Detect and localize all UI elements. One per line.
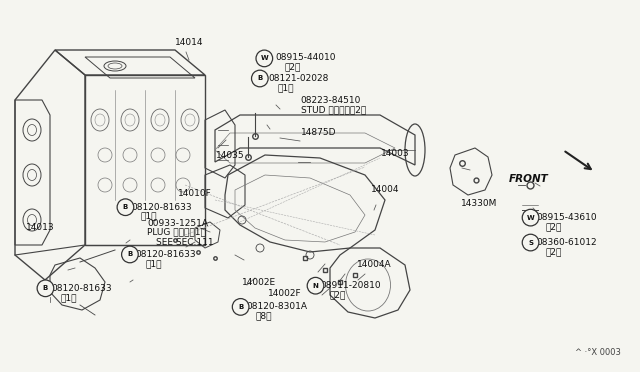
Text: 14013: 14013: [26, 223, 54, 232]
Text: 14330M: 14330M: [461, 199, 497, 208]
Text: 14875D: 14875D: [301, 128, 336, 137]
Text: 08120-81633: 08120-81633: [51, 284, 112, 293]
Text: 08121-02028: 08121-02028: [269, 74, 329, 83]
Text: 08120-8301A: 08120-8301A: [246, 302, 307, 311]
Text: W: W: [260, 55, 268, 61]
Text: B: B: [123, 204, 128, 210]
Text: STUD スタッド（2）: STUD スタッド（2）: [301, 105, 366, 114]
Text: S: S: [528, 240, 533, 246]
Text: 14010F: 14010F: [178, 189, 212, 198]
Text: 14003: 14003: [381, 149, 410, 158]
Text: SEE SEC.111: SEE SEC.111: [156, 238, 213, 247]
Text: （1）: （1）: [61, 293, 77, 302]
Text: W: W: [527, 215, 534, 221]
Text: 08360-61012: 08360-61012: [536, 238, 597, 247]
Text: 08911-20810: 08911-20810: [320, 281, 381, 290]
Text: 14004: 14004: [371, 185, 400, 194]
Ellipse shape: [37, 280, 54, 296]
Text: B: B: [257, 76, 262, 81]
Text: B: B: [43, 285, 48, 291]
Text: 14014: 14014: [175, 38, 203, 47]
Text: 14002F: 14002F: [268, 289, 301, 298]
Ellipse shape: [122, 246, 138, 263]
Ellipse shape: [522, 209, 539, 226]
Text: 08223-84510: 08223-84510: [301, 96, 361, 105]
Text: 08120-81633: 08120-81633: [136, 250, 196, 259]
Ellipse shape: [256, 50, 273, 67]
Ellipse shape: [307, 278, 324, 294]
Text: （1）: （1）: [145, 260, 162, 269]
Text: （2）: （2）: [285, 62, 301, 71]
Text: 14035: 14035: [216, 151, 245, 160]
Text: FRONT: FRONT: [509, 174, 548, 184]
Text: ^ ·°X 0003: ^ ·°X 0003: [575, 348, 621, 357]
Text: （2）: （2）: [546, 222, 563, 231]
Text: 08120-81633: 08120-81633: [131, 203, 192, 212]
Ellipse shape: [232, 299, 249, 315]
Ellipse shape: [117, 199, 134, 215]
Ellipse shape: [252, 70, 268, 87]
Text: N: N: [312, 283, 319, 289]
Text: （1）: （1）: [277, 83, 294, 92]
Ellipse shape: [522, 234, 539, 251]
Text: 14002E: 14002E: [242, 278, 276, 287]
Text: 08915-43610: 08915-43610: [536, 213, 597, 222]
Text: （8）: （8）: [256, 312, 273, 321]
Text: 00933-1251A: 00933-1251A: [147, 219, 208, 228]
Text: （1）: （1）: [141, 212, 157, 221]
Text: 08915-44010: 08915-44010: [275, 53, 336, 62]
Text: （2）: （2）: [546, 247, 563, 256]
Text: （2）: （2）: [330, 290, 346, 299]
Text: PLUG プラグ（1）: PLUG プラグ（1）: [147, 228, 206, 237]
Text: B: B: [127, 251, 132, 257]
Text: B: B: [238, 304, 243, 310]
Text: 14004A: 14004A: [357, 260, 392, 269]
